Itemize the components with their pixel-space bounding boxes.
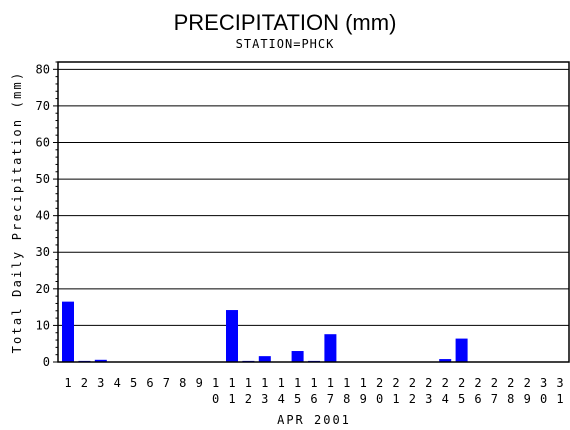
- y-tick-label: 50: [36, 172, 50, 186]
- x-tick-label: 0: [212, 392, 219, 406]
- x-tick-label: 1: [228, 392, 235, 406]
- x-tick-label: 4: [442, 392, 449, 406]
- x-tick-label: 2: [491, 376, 498, 390]
- bar-day-13: [258, 356, 271, 362]
- bar-day-1: [62, 301, 74, 362]
- x-tick-label: 7: [327, 392, 334, 406]
- bar-day-15: [291, 351, 304, 362]
- bar-day-25: [455, 338, 468, 362]
- x-tick-label: 6: [310, 392, 317, 406]
- x-tick-label: 9: [196, 376, 203, 390]
- x-tick-label: 8: [507, 392, 514, 406]
- x-tick-label: 3: [540, 376, 547, 390]
- y-tick-label: 10: [36, 318, 50, 332]
- x-tick-label: 1: [360, 376, 367, 390]
- x-tick-label: 1: [278, 376, 285, 390]
- x-tick-label: 1: [64, 376, 71, 390]
- x-axis: 1 2 3 4 5 6 7 8 9 1011121314151617181920212223242…: [64, 376, 563, 406]
- gridlines: [58, 68, 569, 326]
- bar-day-24: [439, 359, 452, 362]
- x-tick-label: 7: [491, 392, 498, 406]
- x-tick-label: 2: [376, 376, 383, 390]
- x-tick-label: 2: [524, 376, 531, 390]
- x-tick-label: 6: [146, 376, 153, 390]
- x-tick-label: 0: [376, 392, 383, 406]
- y-axis-label: Total Daily Precipitation (mm): [10, 71, 24, 354]
- x-tick-label: 1: [228, 376, 235, 390]
- x-tick-label: 5: [130, 376, 137, 390]
- x-tick-label: 2: [81, 376, 88, 390]
- x-tick-label: 2: [474, 376, 481, 390]
- x-tick-label: 2: [392, 376, 399, 390]
- x-tick-label: 1: [343, 376, 350, 390]
- chart-subtitle: STATION=PHCK: [236, 37, 335, 51]
- x-tick-label: 5: [458, 392, 465, 406]
- x-tick-label: 9: [524, 392, 531, 406]
- x-tick-label: 3: [97, 376, 104, 390]
- y-tick-label: 70: [36, 99, 50, 113]
- x-tick-label: 1: [392, 392, 399, 406]
- bar-day-11: [226, 310, 238, 362]
- chart-title: PRECIPITATION (mm): [174, 10, 397, 35]
- y-tick-label: 60: [36, 135, 50, 149]
- x-tick-label: 6: [474, 392, 481, 406]
- x-tick-label: 8: [343, 392, 350, 406]
- y-tick-label: 80: [36, 62, 50, 76]
- bar-day-17: [324, 334, 337, 362]
- x-tick-label: 1: [245, 376, 252, 390]
- x-tick-label: 8: [179, 376, 186, 390]
- y-tick-label: 30: [36, 245, 50, 259]
- x-axis-label: APR 2001: [277, 413, 351, 427]
- x-tick-label: 5: [294, 392, 301, 406]
- x-tick-label: 1: [310, 376, 317, 390]
- x-tick-label: 1: [261, 376, 268, 390]
- x-tick-label: 2: [425, 376, 432, 390]
- x-tick-label: 2: [507, 376, 514, 390]
- bar-day-3: [94, 359, 107, 362]
- x-tick-label: 1: [556, 392, 563, 406]
- x-tick-label: 3: [556, 376, 563, 390]
- plot-frame: [57, 61, 570, 363]
- x-tick-label: 2: [442, 376, 449, 390]
- y-tick-label: 40: [36, 209, 50, 223]
- x-tick-label: 3: [261, 392, 268, 406]
- x-tick-label: 9: [360, 392, 367, 406]
- x-tick-label: 1: [327, 376, 334, 390]
- y-tick-label: 0: [43, 355, 50, 369]
- y-axis: 0 10 20 30 40 50 60 70 80: [36, 61, 58, 369]
- bars: [62, 301, 468, 362]
- x-tick-label: 0: [540, 392, 547, 406]
- x-tick-label: 2: [458, 376, 465, 390]
- x-tick-label: 7: [163, 376, 170, 390]
- x-tick-label: 2: [245, 392, 252, 406]
- x-tick-label: 4: [114, 376, 121, 390]
- x-tick-label: 3: [425, 392, 432, 406]
- x-tick-label: 1: [294, 376, 301, 390]
- x-tick-label: 1: [212, 376, 219, 390]
- x-tick-label: 2: [409, 392, 416, 406]
- y-tick-label: 20: [36, 282, 50, 296]
- x-tick-label: 4: [278, 392, 285, 406]
- x-tick-label: 2: [409, 376, 416, 390]
